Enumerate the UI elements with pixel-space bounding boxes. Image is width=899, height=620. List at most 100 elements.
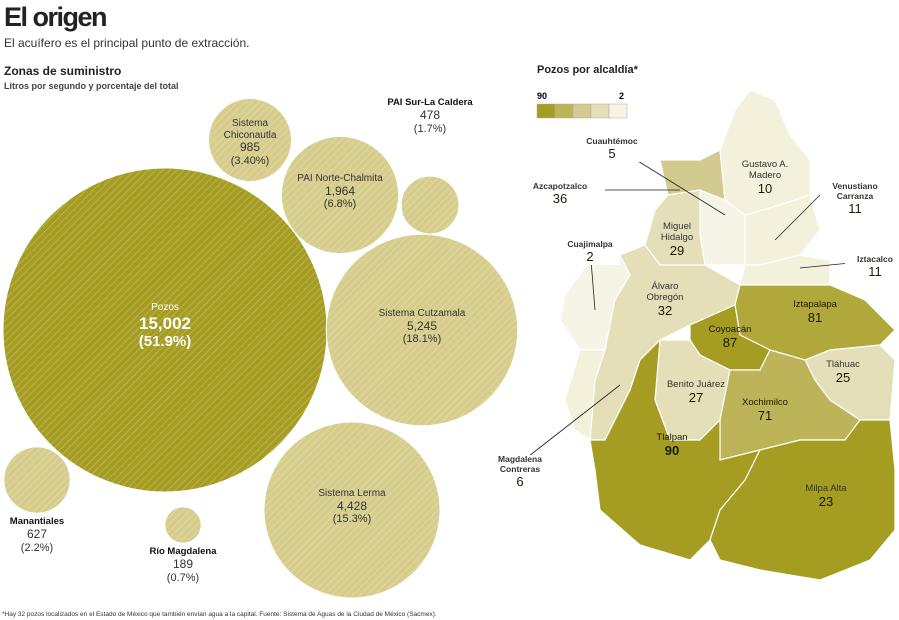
region-name: Azcapotzalco bbox=[532, 181, 588, 191]
region-label: Tlalpan 90 bbox=[642, 432, 702, 459]
bubble-hatch bbox=[401, 176, 459, 234]
bubble-hatch bbox=[3, 168, 327, 492]
region-label: Venustiano Carranza 11 bbox=[820, 181, 890, 217]
bubble-name: Sistema Cutzamala bbox=[378, 308, 466, 319]
bubble-value: 189 bbox=[172, 557, 194, 572]
region-label: Gustavo A. Madero 10 bbox=[730, 159, 800, 197]
bubble-share: (0.7%) bbox=[166, 571, 200, 584]
bubble-title: Zonas de suministro bbox=[4, 64, 122, 78]
bubble-value: 15,002 bbox=[139, 313, 191, 333]
region-value: 90 bbox=[664, 442, 680, 458]
bubble-hatch bbox=[263, 421, 441, 599]
legend-swatch bbox=[572, 103, 592, 119]
region-value: 6 bbox=[516, 473, 524, 489]
legend-swatch bbox=[536, 103, 556, 119]
region-value: 71 bbox=[757, 407, 773, 423]
bubble-name: PAI Sur-La Caldera bbox=[387, 97, 473, 109]
leader-line bbox=[774, 189, 826, 241]
region bbox=[709, 419, 896, 581]
region-name: Iztacalco bbox=[857, 254, 893, 264]
bubble-share: (3.40%) bbox=[230, 154, 270, 167]
leader-line bbox=[799, 262, 851, 269]
region-value: 32 bbox=[657, 302, 673, 318]
map-title: Pozos por alcaldía* bbox=[537, 64, 638, 76]
region-value: 87 bbox=[722, 334, 738, 350]
bubble-label: Sistema Chiconautla 985 (3.40%) bbox=[190, 118, 310, 167]
region-label: Cuajimalpa 2 bbox=[560, 239, 620, 265]
region-name: Gustavo A. Madero bbox=[741, 159, 789, 181]
bubble-hatch bbox=[326, 234, 518, 426]
legend-swatch bbox=[554, 103, 574, 119]
region-value: 25 bbox=[835, 369, 851, 385]
bubble-hatch bbox=[164, 506, 202, 544]
region-value: 81 bbox=[807, 309, 823, 325]
region-value: 11 bbox=[848, 200, 862, 216]
region-label: Miguel Hidalgo 29 bbox=[647, 221, 707, 259]
bubble-hatch bbox=[3, 446, 71, 514]
region-value: 10 bbox=[757, 180, 773, 196]
bubble-label: Río Magdalena 189 (0.7%) bbox=[123, 546, 243, 584]
region-name: Coyoacán bbox=[708, 324, 752, 335]
bubble-name: Pozos bbox=[151, 302, 179, 313]
region bbox=[719, 89, 811, 216]
region-name: Tláhuac bbox=[826, 359, 860, 370]
title: El origen bbox=[4, 2, 108, 32]
subtitle: El acuífero es el principal punto de ext… bbox=[4, 36, 250, 50]
legend-tick: 90 bbox=[537, 91, 547, 101]
region-value: 11 bbox=[868, 263, 882, 279]
bubble-label: Pozos 15,002 (51.9%) bbox=[105, 302, 225, 350]
region-label: Milpa Alta 23 bbox=[796, 483, 856, 510]
bubble-share: (18.1%) bbox=[402, 333, 442, 346]
bubble-label: Manantiales 627 (2.2%) bbox=[0, 516, 97, 554]
legend-swatch bbox=[608, 103, 628, 119]
region-label: Xochimilco 71 bbox=[735, 397, 795, 424]
region-label: Magdalena Contreras 6 bbox=[485, 454, 555, 490]
bubble-label: Sistema Lerma 4,428 (15.3%) bbox=[292, 488, 412, 526]
region-value: 23 bbox=[818, 493, 834, 509]
region-name: Cuauhtémoc bbox=[586, 136, 638, 146]
leader-line bbox=[519, 384, 621, 464]
legend-swatch bbox=[590, 103, 610, 119]
legend-tick: 2 bbox=[619, 91, 624, 101]
region-name: Xochimilco bbox=[742, 397, 788, 408]
region-label: Iztacalco 11 bbox=[845, 254, 899, 280]
bubble-share: (15.3%) bbox=[332, 513, 372, 526]
region-name: Álvaro Obregón bbox=[646, 281, 684, 303]
region-name: Cuajimalpa bbox=[567, 239, 613, 249]
bubble-name: PAI Norte-Chalmita bbox=[297, 173, 383, 184]
region-value: 29 bbox=[669, 242, 685, 258]
bubble-label: Sistema Cutzamala 5,245 (18.1%) bbox=[362, 308, 482, 346]
region-value: 36 bbox=[552, 190, 568, 206]
region-name: Benito Juárez bbox=[666, 379, 726, 390]
bubble-name: Sistema Chiconautla bbox=[223, 118, 277, 141]
bubble-hatch bbox=[208, 98, 292, 182]
region-name: Miguel Hidalgo bbox=[660, 221, 694, 243]
bubble-value: 985 bbox=[239, 140, 261, 154]
bubble-value: 4,428 bbox=[336, 498, 368, 513]
region-label: Azcapotzalco 36 bbox=[515, 181, 605, 207]
region-name: Milpa Alta bbox=[805, 483, 847, 494]
region-label: Coyoacán 87 bbox=[700, 324, 760, 351]
bubble-subtitle: Litros por segundo y porcentaje del tota… bbox=[4, 81, 179, 91]
region-label: Cuauhtémoc 5 bbox=[572, 136, 652, 162]
bubble-share: (2.2%) bbox=[20, 541, 54, 554]
bubble-hatch bbox=[281, 136, 399, 254]
bubble-value: 1,964 bbox=[324, 183, 356, 198]
bubble-label: PAI Norte-Chalmita 1,964 (6.8%) bbox=[280, 173, 400, 211]
bubble-value: 627 bbox=[26, 527, 48, 542]
bubble-share: (1.7%) bbox=[413, 122, 447, 135]
bubble-share: (6.8%) bbox=[323, 198, 357, 211]
region bbox=[564, 349, 606, 442]
region-value: 27 bbox=[688, 389, 704, 405]
footnote: *Hay 32 pozos localizados en el Estado d… bbox=[2, 611, 437, 618]
region-value: 2 bbox=[586, 248, 594, 264]
region-label: Benito Juárez 27 bbox=[666, 379, 726, 406]
region-value: 5 bbox=[608, 145, 616, 161]
region-name: Tlalpan bbox=[656, 432, 688, 443]
region-name: Venustiano Carranza bbox=[832, 181, 878, 201]
region-name: Magdalena Contreras bbox=[498, 454, 542, 474]
region-name: Iztapalapa bbox=[793, 299, 837, 310]
bubble-share: (51.9%) bbox=[138, 333, 192, 351]
